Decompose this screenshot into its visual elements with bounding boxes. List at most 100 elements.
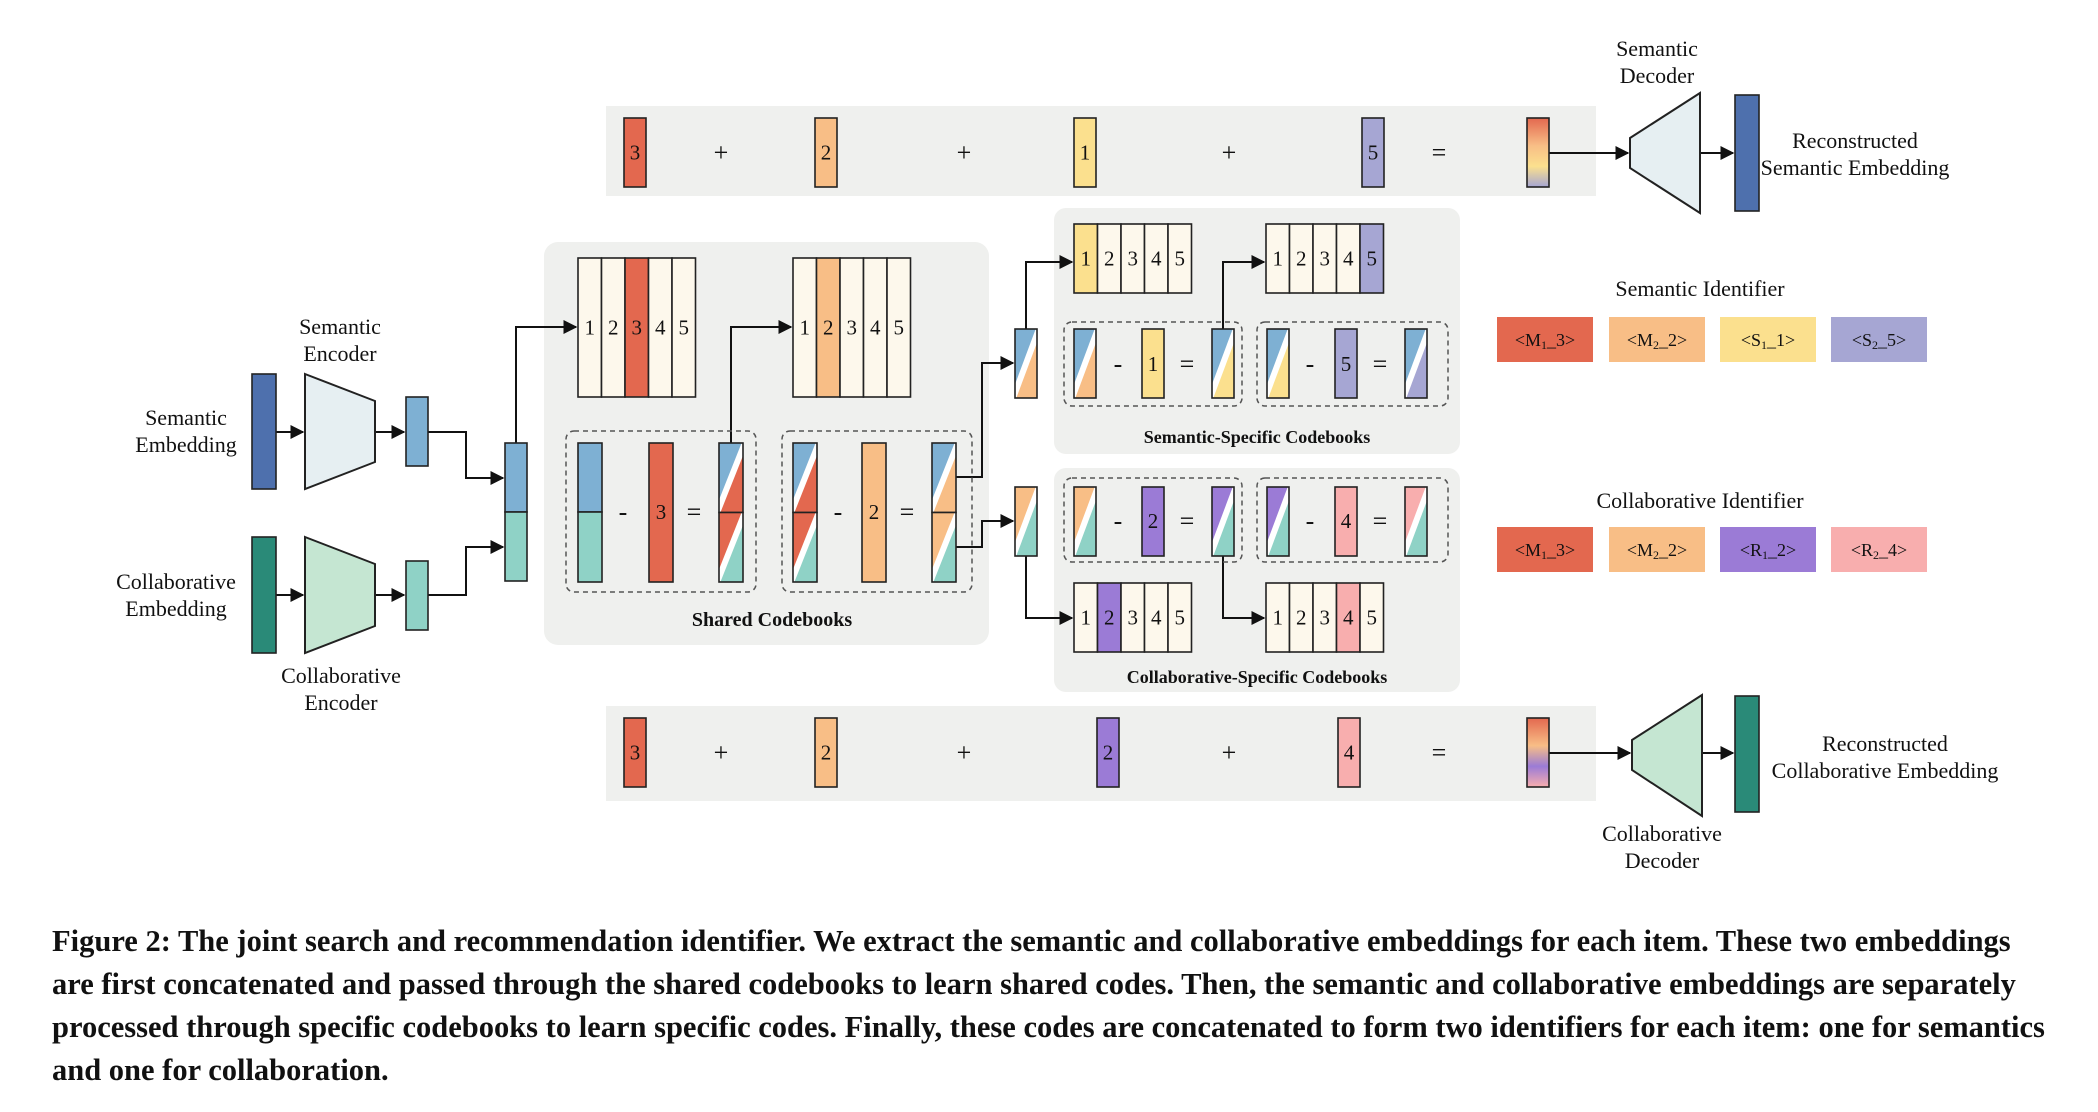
semantic-codebook-2-digit-3: 3 (1320, 247, 1331, 271)
collab-identifier-token-2 (1720, 527, 1816, 572)
arrow-sem-to-concat (428, 431, 505, 485)
semantic-codebook-2-digit-5: 5 (1367, 247, 1378, 271)
residual1-input-semantic (577, 442, 603, 513)
semantic-residual-in-stripe (1015, 329, 1037, 398)
semantic-embedding-label-1: Semantic (145, 405, 227, 430)
collab-identifier-title: Collaborative Identifier (1596, 488, 1804, 513)
collab-decoder-label-1: Collaborative (1602, 821, 1722, 846)
residual2-input-upper (793, 443, 817, 513)
sem-res2-output-stripe (1405, 329, 1427, 398)
sem-res1-output-border (1211, 328, 1235, 399)
semantic-identifier-token-3 (1831, 317, 1927, 362)
sem-res2-input-border (1266, 328, 1290, 399)
collab-sum-code-digit-0: 3 (630, 741, 641, 765)
semantic-sum-code-digit-3: 5 (1368, 141, 1379, 165)
col-res2-code (1334, 486, 1358, 557)
semantic-encoder-shape (304, 372, 376, 491)
shared-codebook-1-digit-1: 1 (585, 316, 596, 340)
shared-codebook-1-digit-4: 4 (655, 316, 666, 340)
recon-semantic-label-2: Semantic Embedding (1761, 155, 1950, 180)
recon-semantic-label-1: Reconstructed (1792, 128, 1918, 153)
residual2-output-upper (932, 443, 956, 513)
arrow-concat-to-codebook1 (515, 320, 578, 443)
collab-residual-in-stripe (1015, 487, 1037, 556)
shared-codebooks-title: Shared Codebooks (692, 609, 852, 631)
semantic-specific-title: Semantic-Specific Codebooks (1144, 427, 1371, 447)
semantic-quantized-bar (1526, 117, 1550, 188)
residual2-equals: = (900, 498, 915, 527)
semantic-codebook-1-digit-1: 1 (1081, 247, 1092, 271)
reconstructed-collab-bar (1734, 695, 1760, 813)
sem-res2-output (1405, 329, 1427, 398)
semantic-sum-plus-1: + (957, 138, 972, 167)
caption-text: The joint search and recommendation iden… (52, 924, 2045, 1087)
collab-identifier-token-text-3: <R2_4> (1851, 540, 1907, 562)
residual2-code (861, 442, 887, 583)
sem-res2-output-border (1404, 328, 1428, 399)
collab-quantized-bar (1526, 717, 1550, 788)
col-res2-input (1267, 487, 1289, 556)
residual1-code (648, 442, 674, 583)
semantic-residual-in (1015, 329, 1037, 398)
concat-collab-half (504, 511, 528, 582)
residual1-input-collab (577, 511, 603, 583)
col-res1-minus: - (1114, 507, 1123, 536)
identifier-tokens: <M1_3> <M2_2> <S1_1> <S2_5> <M1_3> <M2_2> <R1_… (1497, 317, 1927, 572)
collab-encoder-label-2: Encoder (304, 690, 378, 715)
col-res2-output (1405, 487, 1427, 556)
semantic-encoder-label-1: Semantic (299, 314, 381, 339)
col-res1-output (1212, 487, 1234, 556)
shared-codebook-1-digit-5: 5 (679, 316, 690, 340)
semantic-sum-code-0 (623, 117, 647, 188)
semantic-codebook-1-digit-5: 5 (1175, 247, 1186, 271)
sem-res2-code (1334, 328, 1358, 399)
residual1-code-digit: 3 (656, 500, 667, 524)
arrow-collab-to-codebook1 (1025, 556, 1074, 625)
collab-sum-plus-1: + (957, 738, 972, 767)
shared-codebook-1-digit-3: 3 (632, 316, 643, 340)
collab-residual-box-2 (1256, 477, 1449, 563)
caption-prefix: Figure 2: (52, 924, 171, 958)
arrow-sem-res1-to-codebook2 (1222, 255, 1266, 329)
recon-collab-label-1: Reconstructed (1822, 731, 1948, 756)
semantic-identifier-token-text-0: <M1_3> (1515, 330, 1575, 352)
semantic-decoder-label-1: Semantic (1616, 36, 1698, 61)
semantic-embedding-bar (251, 373, 277, 490)
sem-res1-code-digit: 1 (1148, 352, 1159, 376)
arrow-semantic-to-codebook1 (1025, 255, 1074, 329)
collab-encoder-shape (304, 535, 376, 655)
residual1-output-upper-stripe (719, 443, 743, 513)
semantic-identifier-token-0 (1497, 317, 1593, 362)
arrow-to-semantic-branch (956, 356, 1015, 478)
collab-decoder-shape (1631, 693, 1703, 818)
collab-sum-code-0 (623, 717, 647, 788)
collab-codebook-1-digit-3: 3 (1128, 606, 1139, 630)
sem-res1-output-stripe (1212, 329, 1234, 398)
collab-residual-in-border (1014, 486, 1038, 557)
col-res2-output-border (1404, 486, 1428, 557)
sem-res2-input-stripe (1267, 329, 1289, 398)
collab-codebook-1-digit-1: 1 (1081, 606, 1092, 630)
collab-sum-code-3 (1337, 717, 1361, 788)
collab-identifier-token-text-2: <R1_2> (1740, 540, 1796, 562)
semantic-sum-code-1 (814, 117, 838, 188)
col-res1-code-digit: 2 (1148, 509, 1159, 533)
collab-residual-box-1 (1063, 477, 1243, 563)
collab-identifier-token-3 (1831, 527, 1927, 572)
semantic-identifier-token-text-2: <S1_1> (1741, 330, 1795, 352)
residual2-output-lower-stripe (932, 512, 956, 582)
semantic-sum-plus-2: + (1222, 138, 1237, 167)
sem-res1-input (1074, 329, 1096, 398)
shared-codebook-1-cell-5 (671, 257, 697, 398)
col-res1-input (1074, 487, 1096, 556)
sem-res2-code-digit: 5 (1341, 352, 1352, 376)
semantic-codebook-2-digit-4: 4 (1343, 247, 1354, 271)
collab-sum-equals: = (1432, 738, 1447, 767)
label-layer: Semantic Decoder Reconstructed Semantic … (116, 36, 1998, 873)
shape-layer: 1 2 3 4 5 1 2 3 4 5- 3 = -2 =1 2 3 4 5 1 2 3 4 5- 1 = -5 =- 2 = -4 =1 2… (251, 91, 1760, 818)
shared-codebook-2-digit-1: 1 (800, 316, 811, 340)
collab-sum-code-digit-2: 2 (1103, 741, 1114, 765)
collab-codebook-2-digit-5: 5 (1367, 606, 1378, 630)
residual1-minus: - (619, 498, 628, 527)
